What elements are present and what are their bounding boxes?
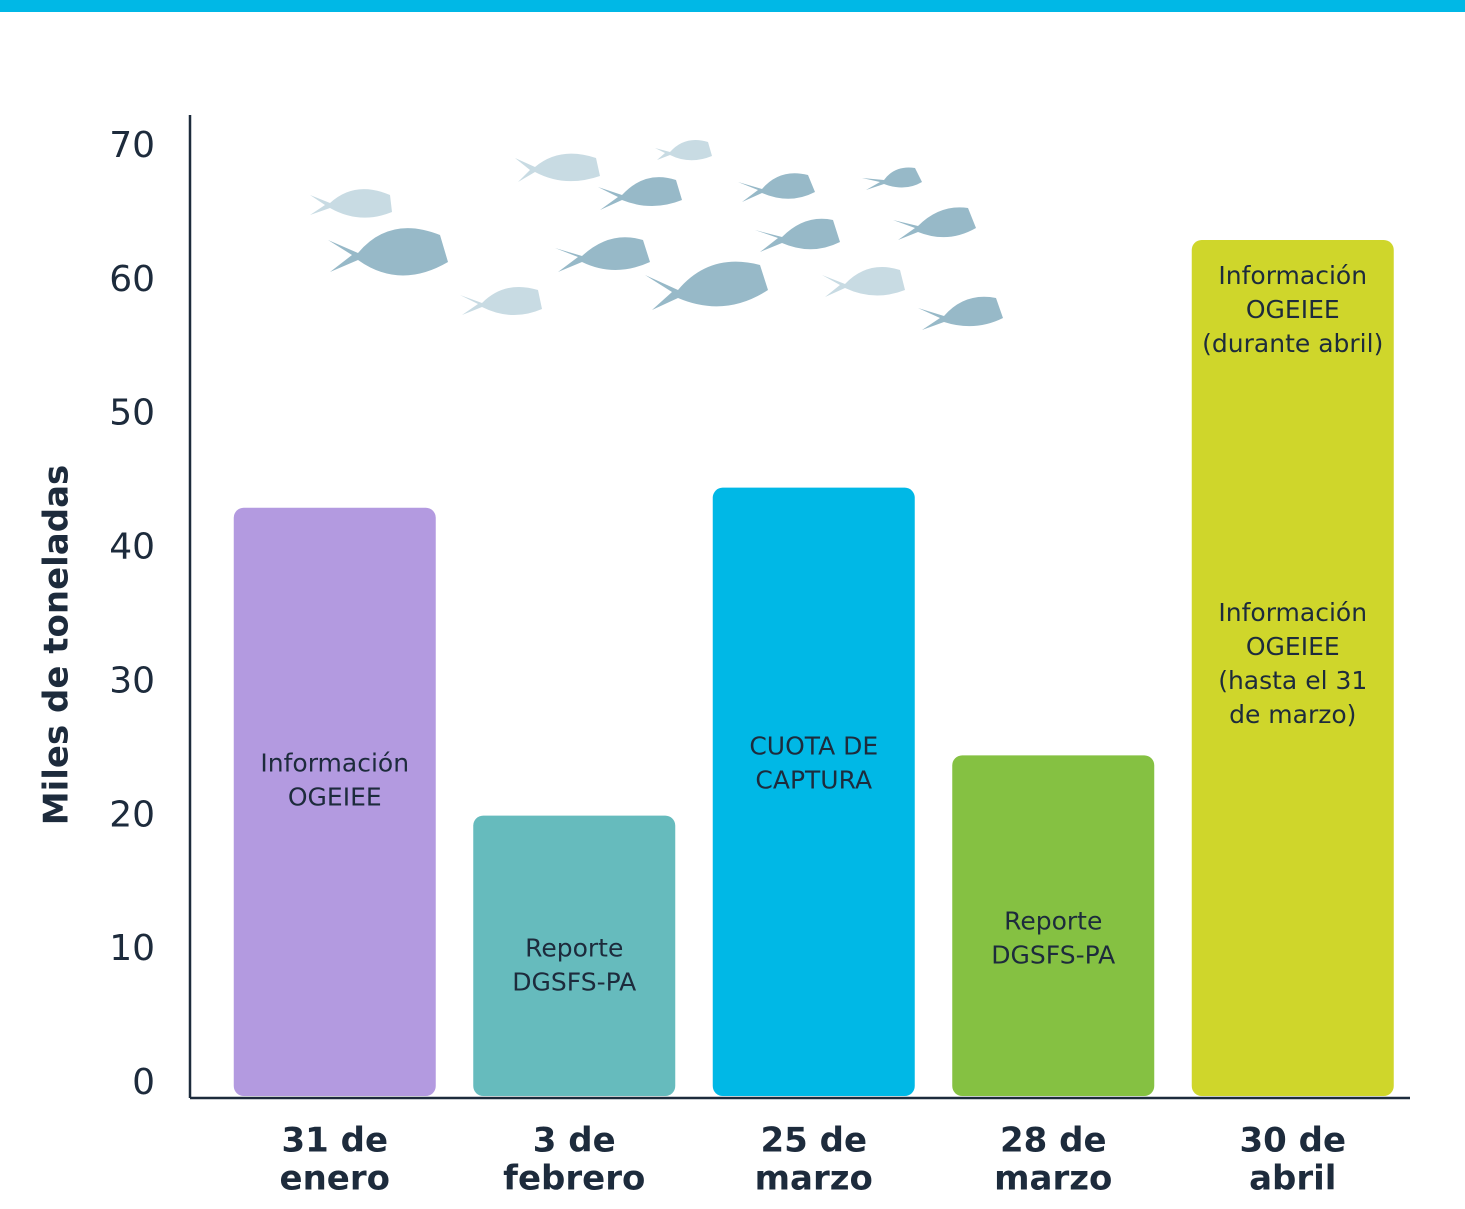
- bar-label: CUOTA DE: [749, 732, 878, 761]
- x-tick-label: marzo: [994, 1159, 1112, 1199]
- bar-label: DGSFS-PA: [512, 968, 636, 997]
- top-band: [0, 0, 1465, 12]
- chart: Miles de toneladas 0 10 20 30 40 50 60 70 31 dee…: [0, 0, 1465, 1209]
- bar-label: (durante abril): [1202, 329, 1383, 358]
- bar-label: OGEIEE: [1246, 295, 1340, 324]
- page: {"chart_data": {"type": "bar", "y_label"…: [0, 0, 1465, 1209]
- y-tick-label: 10: [109, 928, 155, 969]
- bar-label: OGEIEE: [288, 782, 382, 811]
- x-tick-label: 31 de: [281, 1121, 388, 1161]
- bar-label: Información: [1218, 598, 1367, 627]
- bar-label: Reporte: [1004, 906, 1102, 935]
- y-tick-label: 40: [109, 527, 155, 568]
- x-tick-label: 28 de: [1000, 1121, 1107, 1161]
- bar-label: OGEIEE: [1246, 632, 1340, 661]
- x-tick-label: 25 de: [760, 1121, 867, 1161]
- x-tick-label: 30 de: [1239, 1121, 1346, 1161]
- x-tick-label: 3 de: [533, 1121, 616, 1161]
- x-tick-label: marzo: [755, 1159, 873, 1199]
- bar-label: de marzo): [1229, 700, 1356, 729]
- y-tick-label: 30: [109, 660, 155, 701]
- y-tick-label: 60: [109, 259, 155, 300]
- bar-label: CAPTURA: [755, 766, 872, 795]
- fish-decoration: [310, 140, 1003, 330]
- x-tick-label: enero: [280, 1159, 390, 1199]
- bar-label: Información: [1218, 261, 1367, 290]
- bar-label: Reporte: [525, 934, 623, 963]
- y-tick-label: 0: [132, 1062, 155, 1103]
- y-tick-label: 20: [109, 794, 155, 835]
- x-tick-label: abril: [1249, 1159, 1336, 1199]
- bar-label: Información: [260, 748, 409, 777]
- bar-label: DGSFS-PA: [991, 940, 1115, 969]
- x-tick-label: febrero: [503, 1159, 645, 1199]
- y-tick-label: 50: [109, 393, 155, 434]
- y-axis-label: Miles de toneladas: [37, 465, 77, 826]
- y-tick-label: 70: [109, 125, 155, 166]
- bar-label: (hasta el 31: [1218, 666, 1367, 695]
